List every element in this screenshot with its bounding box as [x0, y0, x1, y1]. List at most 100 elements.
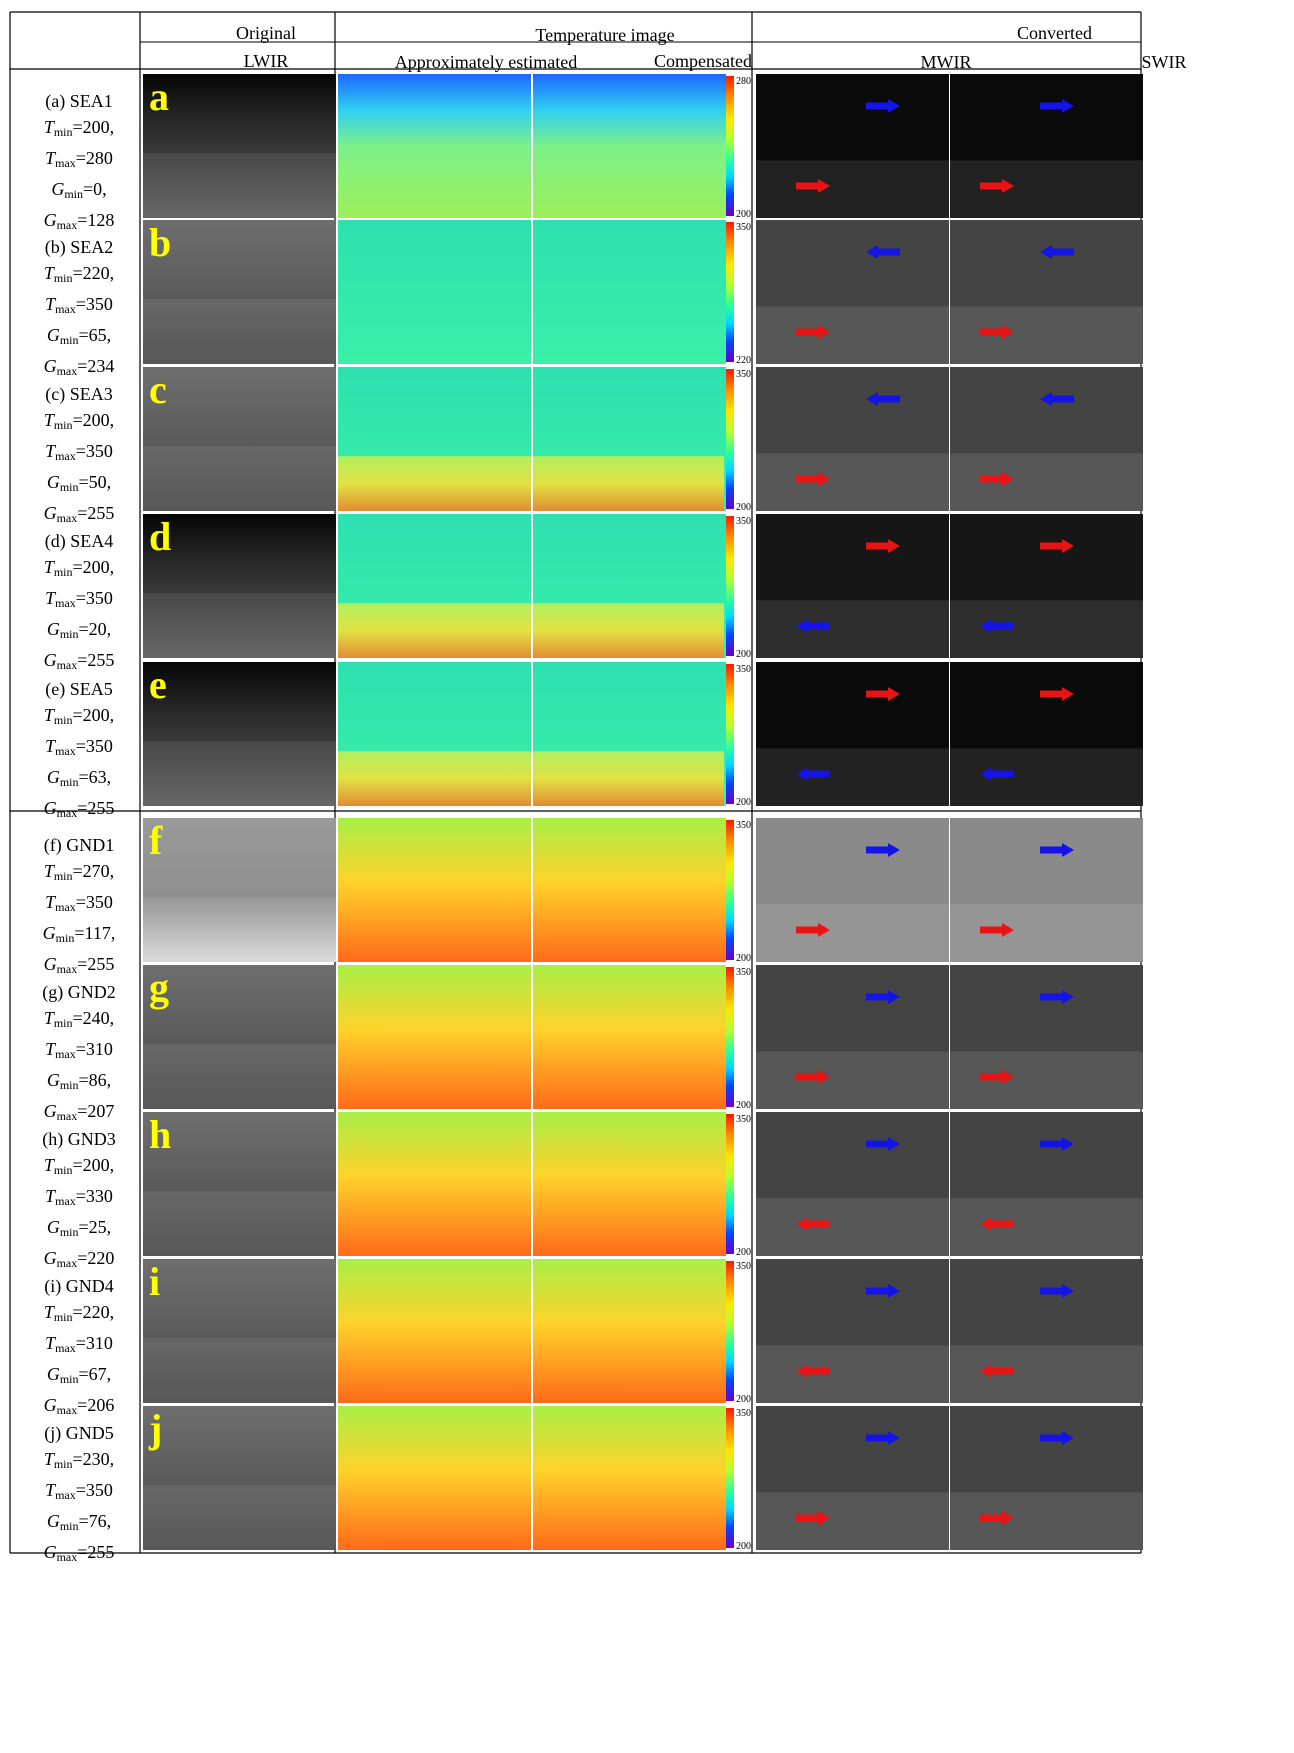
- colorbar: [726, 820, 734, 960]
- gmax-line: Gmax=207: [43, 1101, 115, 1123]
- blue-arrow-icon: [1040, 1137, 1074, 1151]
- temperature-compensated-image: [533, 818, 726, 962]
- row-name: (g) GND2: [42, 982, 116, 1002]
- mwir-image: [756, 1259, 949, 1403]
- tmax-line: Tmax=350: [45, 294, 113, 316]
- swir-foreground-band: [950, 160, 1143, 218]
- red-arrow-icon: [980, 325, 1014, 339]
- tmin-value: 200: [82, 410, 110, 430]
- gmin-value: 65: [88, 325, 107, 345]
- gmax-line: Gmax=255: [43, 503, 115, 525]
- blue-arrow-icon: [1040, 1431, 1074, 1445]
- mwir-foreground-band: [756, 600, 949, 658]
- colorbar: [726, 76, 734, 216]
- header-original: Original: [236, 23, 296, 43]
- blue-arrow-icon: [1040, 245, 1074, 259]
- gmax-line: Gmax=220: [43, 1248, 115, 1270]
- red-arrow-icon: [980, 1217, 1014, 1231]
- blue-arrow-icon: [866, 392, 900, 406]
- tmin-line: Tmin=270,: [43, 861, 115, 883]
- tmin-value: 230: [82, 1449, 110, 1469]
- colorbar-min-label: 220: [736, 355, 751, 366]
- colorbar-max-label: 350: [736, 820, 751, 831]
- tmin-line: Tmin=200,: [43, 705, 115, 727]
- colorbar-min-label: 200: [736, 209, 751, 220]
- row-label-g: (g) GND2 Tmin=240, Tmax=310 Gmin=86, Gmax=20…: [10, 979, 148, 1129]
- temperature-approx-image: [338, 965, 531, 1109]
- colorbar-max-label: 350: [736, 1408, 751, 1419]
- colorbar: [726, 1408, 734, 1548]
- tmin-value: 240: [82, 1008, 110, 1028]
- row-label-b: (b) SEA2 Tmin=220, Tmax=350 Gmin=65, Gmax=23…: [10, 234, 148, 384]
- row-label-h: (h) GND3 Tmin=200, Tmax=330 Gmin=25, Gmax=22…: [10, 1126, 148, 1276]
- temperature-compensated-image: [533, 1259, 726, 1403]
- colorbar-max-label: 350: [736, 222, 751, 233]
- tmin-line: Tmin=240,: [43, 1008, 115, 1030]
- blue-arrow-icon: [866, 245, 900, 259]
- swir-foreground-band: [950, 306, 1143, 364]
- lwir-image: [143, 367, 336, 511]
- tmin-line: Tmin=220,: [43, 1302, 115, 1324]
- row-name: (d) SEA4: [44, 531, 114, 551]
- mwir-image: [756, 367, 949, 511]
- tmax-value: 350: [85, 441, 113, 461]
- red-arrow-icon: [796, 1511, 830, 1525]
- gmin-value: 63: [88, 767, 107, 787]
- gmax-value: 128: [87, 210, 115, 230]
- colorbar-max-label: 350: [736, 1261, 751, 1272]
- header-approximately-estimated: Approximately estimated: [394, 52, 578, 72]
- swir-foreground-band: [950, 1051, 1143, 1109]
- gmax-value: 255: [87, 1542, 115, 1562]
- temperature-approx-image: [338, 1406, 531, 1550]
- hot-land-region: [338, 456, 531, 511]
- gmax-line: Gmax=128: [43, 210, 115, 232]
- blue-arrow-icon: [866, 1284, 900, 1298]
- header-lwir: LWIR: [243, 51, 289, 71]
- panel-letter: d: [149, 514, 171, 559]
- tmax-line: Tmax=350: [45, 736, 113, 758]
- colorbar-max-label: 350: [736, 369, 751, 380]
- swir-foreground-band: [950, 600, 1143, 658]
- colorbar: [726, 516, 734, 656]
- blue-arrow-icon: [980, 619, 1014, 633]
- tmax-line: Tmax=350: [45, 588, 113, 610]
- mwir-image: [756, 818, 949, 962]
- gmin-value: 25: [88, 1217, 107, 1237]
- red-arrow-icon: [796, 1217, 830, 1231]
- tmin-value: 270: [82, 861, 110, 881]
- lwir-image: [143, 662, 336, 806]
- swir-image: [950, 74, 1143, 218]
- gmin-value: 50: [88, 472, 107, 492]
- tmax-value: 350: [85, 588, 113, 608]
- red-arrow-icon: [866, 539, 900, 553]
- colorbar-min-label: 200: [736, 1247, 751, 1258]
- swir-foreground-band: [950, 748, 1143, 806]
- hot-land-region: [533, 456, 724, 511]
- gmin-value: 0: [93, 179, 103, 199]
- gmax-line: Gmax=255: [43, 1542, 115, 1564]
- gmin-line: Gmin=63,: [46, 767, 112, 789]
- red-arrow-icon: [980, 1364, 1014, 1378]
- mwir-foreground-band: [756, 1051, 949, 1109]
- row-name: (e) SEA5: [45, 679, 113, 699]
- gmax-value: 207: [87, 1101, 115, 1121]
- header-converted: Converted: [1017, 23, 1092, 43]
- tmin-line: Tmin=220,: [43, 263, 115, 285]
- swir-image: [950, 1406, 1143, 1550]
- tmin-line: Tmin=200,: [43, 117, 115, 139]
- tmax-value: 350: [85, 736, 113, 756]
- tmin-value: 200: [82, 117, 110, 137]
- gmin-value: 117: [84, 923, 111, 943]
- gmax-value: 206: [87, 1395, 115, 1415]
- colorbar: [726, 1261, 734, 1401]
- row-label-d: (d) SEA4 Tmin=200, Tmax=350 Gmin=20, Gmax=25…: [10, 528, 148, 678]
- tmin-value: 200: [82, 557, 110, 577]
- panel-letter: a: [149, 74, 169, 119]
- gmin-line: Gmin=86,: [46, 1070, 112, 1092]
- red-arrow-icon: [980, 179, 1014, 193]
- header-swir: SWIR: [1141, 52, 1187, 72]
- swir-foreground-band: [950, 1198, 1143, 1256]
- hot-land-region: [338, 603, 531, 658]
- colorbar-max-label: 280: [736, 76, 751, 87]
